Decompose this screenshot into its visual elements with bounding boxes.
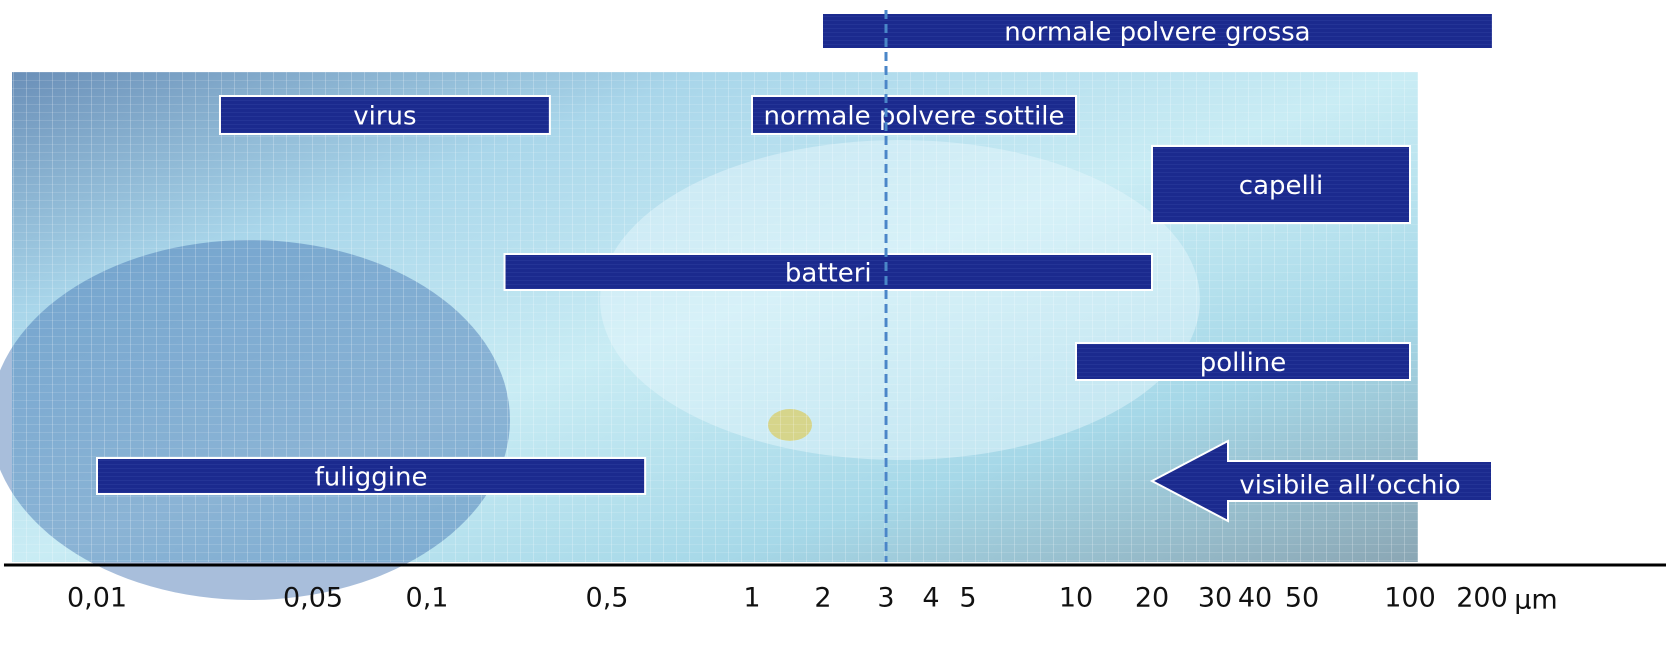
x-tick-label: 100 bbox=[1384, 583, 1436, 614]
x-tick-label: 0,1 bbox=[406, 583, 449, 614]
bar-label: fuliggine bbox=[315, 463, 428, 493]
x-tick-label: 5 bbox=[959, 583, 976, 614]
x-tick-label: 40 bbox=[1238, 583, 1272, 614]
bar-label: batteri bbox=[785, 259, 872, 289]
x-tick-label: 30 bbox=[1198, 583, 1232, 614]
x-tick-label: 50 bbox=[1285, 583, 1319, 614]
chart: normale polvere grossa virus normale polve… bbox=[0, 0, 1666, 655]
bar-label: capelli bbox=[1239, 171, 1323, 201]
x-axis-label: μm bbox=[1514, 585, 1557, 616]
x-tick-label: 1 bbox=[743, 583, 760, 614]
x-tick-label: 10 bbox=[1059, 583, 1093, 614]
bar-label: virus bbox=[353, 102, 416, 132]
bar-label: polline bbox=[1200, 348, 1287, 378]
x-tick-label: 200 bbox=[1456, 583, 1508, 614]
annotation-text: visibile all’occhio bbox=[1239, 471, 1460, 501]
x-tick-label: 20 bbox=[1135, 583, 1169, 614]
x-tick-label: 3 bbox=[877, 583, 894, 614]
x-tick-label: 0,5 bbox=[586, 583, 629, 614]
x-tick-label: 4 bbox=[922, 583, 939, 614]
x-tick-label: 0,05 bbox=[283, 583, 343, 614]
x-tick-label: 0,01 bbox=[67, 583, 127, 614]
bar-label: normale polvere sottile bbox=[763, 102, 1064, 132]
bar-label: normale polvere grossa bbox=[1004, 18, 1310, 48]
x-tick-label: 2 bbox=[814, 583, 831, 614]
